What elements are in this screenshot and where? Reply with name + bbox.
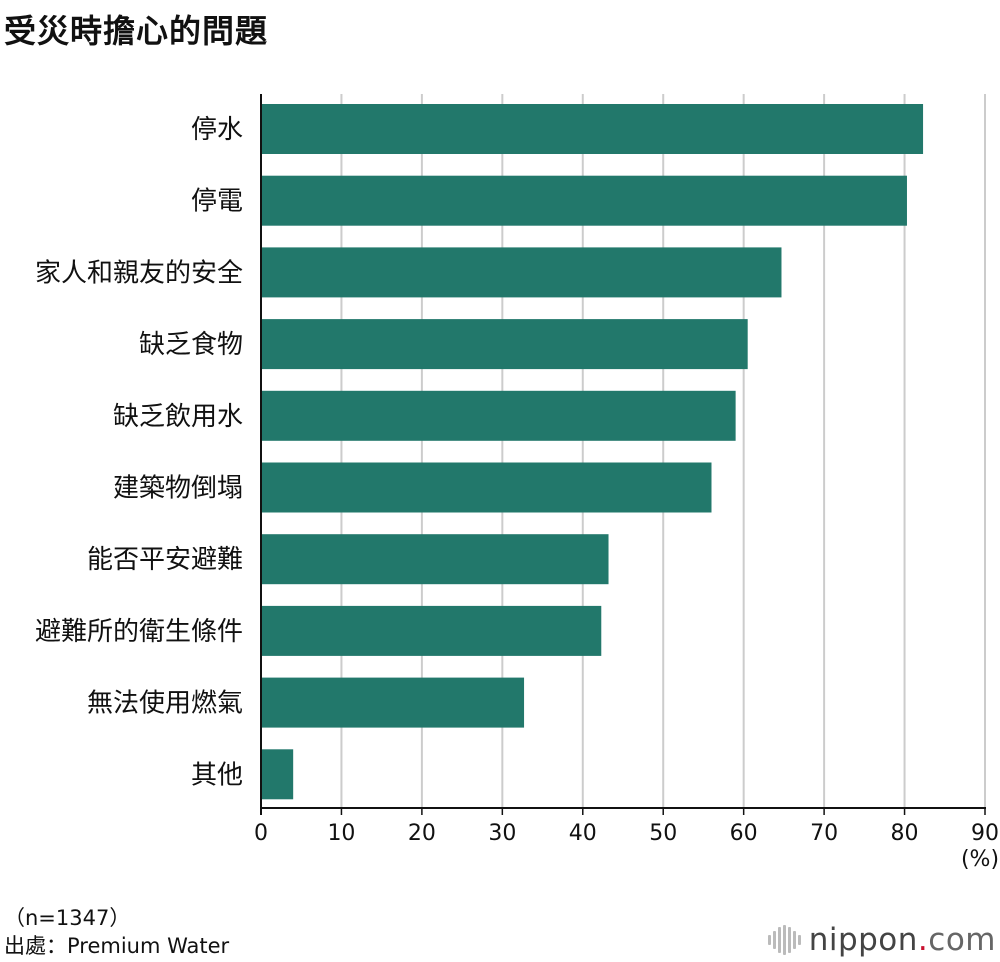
category-label-7: 能否平安避難	[87, 545, 243, 575]
logo-dot: .	[917, 922, 929, 958]
bar-1	[261, 104, 924, 154]
bar-6	[261, 462, 712, 513]
bar-8	[261, 605, 602, 656]
tick-label-90: 90	[971, 821, 999, 846]
tick-label-10: 10	[327, 821, 355, 846]
category-label-10: 其他	[191, 760, 243, 790]
tick-label-60: 60	[730, 821, 758, 846]
tick-label-50: 50	[649, 821, 677, 846]
bar-10	[261, 749, 294, 800]
logo-text: nippon.com	[809, 922, 996, 958]
x-tick-labels: 0 10 20 30 40 50 60 70 80 90	[254, 821, 999, 846]
bar-4	[261, 319, 748, 370]
tick-label-80: 80	[891, 821, 919, 846]
category-label-9: 無法使用燃氣	[87, 689, 243, 719]
logo-name: nippon	[808, 922, 918, 958]
logo-tld: com	[928, 922, 996, 958]
category-label-5: 缺乏飲用水	[113, 402, 243, 432]
tick-label-30: 30	[488, 821, 516, 846]
tick-label-70: 70	[810, 821, 838, 846]
tick-label-20: 20	[408, 821, 436, 846]
bar-3	[261, 247, 782, 298]
category-label-2: 停電	[191, 187, 243, 217]
bars	[261, 104, 924, 800]
sample-size-note: （n=1347）	[4, 906, 131, 930]
category-label-8: 避難所的衛生條件	[35, 617, 243, 647]
category-label-4: 缺乏食物	[139, 330, 243, 360]
bar-9	[261, 677, 525, 728]
bar-2	[261, 175, 907, 226]
source-note: 出處：Premium Water	[4, 934, 230, 958]
axes	[260, 94, 986, 815]
tick-label-40: 40	[569, 821, 597, 846]
nippon-logo: nippon.com	[767, 922, 996, 958]
bar-7	[261, 534, 609, 585]
x-axis-unit: (%)	[961, 847, 999, 872]
category-label-3: 家人和親友的安全	[35, 258, 243, 288]
sound-bars-icon	[767, 925, 801, 955]
bar-chart: 停水停電家人和親友的安全缺乏食物缺乏飲用水建築物倒塌能否平安避難避難所的衛生條件…	[35, 94, 999, 872]
tick-label-0: 0	[254, 821, 268, 846]
category-label-6: 建築物倒塌	[113, 474, 243, 504]
category-label-1: 停水	[191, 115, 243, 145]
bar-5	[261, 390, 736, 441]
chart-title: 受災時擔心的問題	[4, 12, 269, 50]
category-labels: 停水停電家人和親友的安全缺乏食物缺乏飲用水建築物倒塌能否平安避難避難所的衛生條件…	[35, 115, 243, 790]
